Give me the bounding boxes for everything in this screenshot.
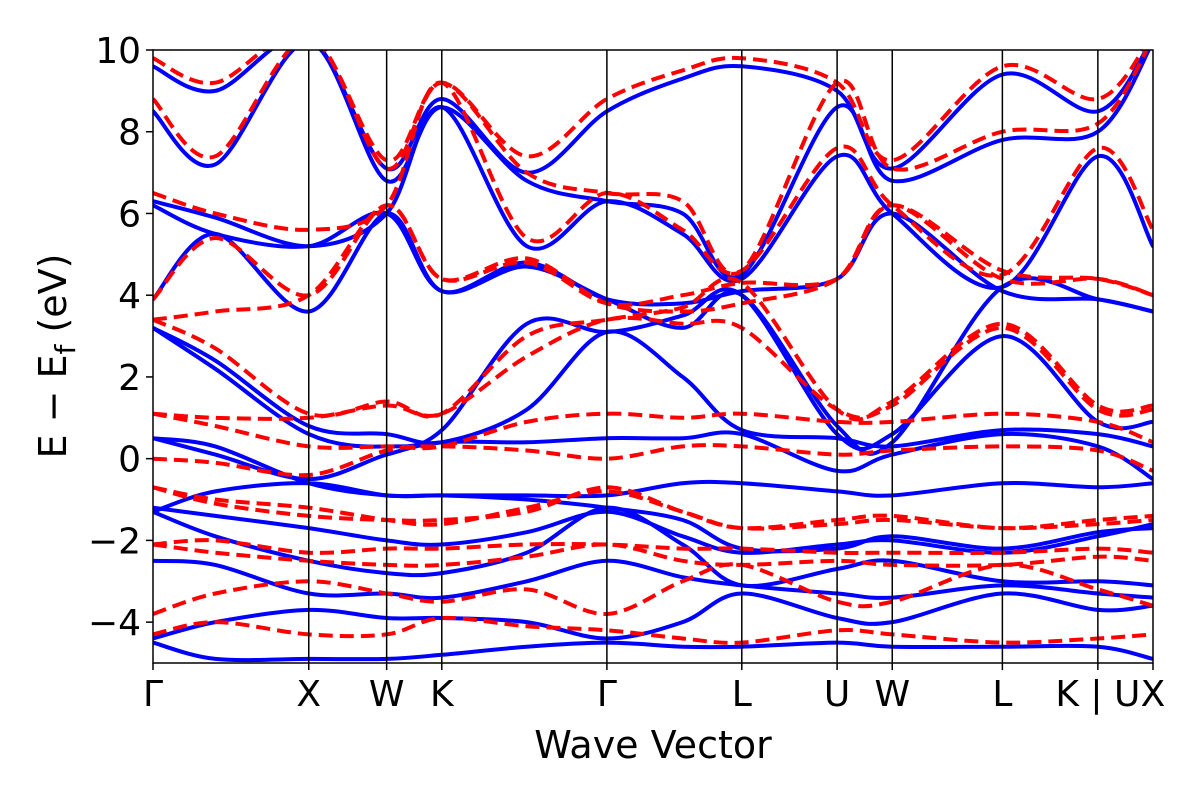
dashed-band-line [153, 615, 1153, 645]
solid-band-line [153, 591, 1153, 641]
y-tick-label: 2 [118, 358, 141, 399]
x-tick-label: U [824, 674, 850, 715]
solid-band-line [153, 211, 1153, 456]
y-axis-ticks: −4 −2 0 2 4 6 8 10 [88, 31, 153, 644]
y-tick-label: 6 [118, 194, 141, 235]
solid-band-line [153, 325, 1153, 449]
y-tick-label: 0 [118, 440, 141, 481]
solid-band-line [153, 640, 1153, 663]
y-axis-title-subscript: f [49, 343, 82, 354]
solid-band-line [153, 203, 1153, 314]
x-tick-label: X [296, 674, 321, 715]
x-tick-label: W [369, 674, 405, 715]
y-tick-label: 4 [118, 276, 141, 317]
x-axis-title: Wave Vector [534, 723, 772, 767]
solid-band-line [153, 505, 1153, 555]
x-tick-label: X [1141, 674, 1166, 715]
x-tick-label: W [874, 674, 910, 715]
dashed-band-line [153, 538, 1153, 555]
y-tick-label: 10 [95, 31, 141, 72]
solid-band-line [153, 430, 1153, 482]
dashed-band-line [153, 411, 1153, 451]
solid-band-line [153, 287, 1153, 452]
y-axis-title-unit: (eV) [31, 254, 75, 345]
dashed-band-line [153, 443, 1153, 478]
plot-frame [152, 49, 1154, 664]
solid-band-line [153, 436, 1153, 499]
x-tick-label: L [992, 674, 1012, 715]
y-axis-title-main: E − E [31, 354, 75, 458]
dashed-band-line [153, 50, 1149, 276]
x-tick-label: K | U [1055, 674, 1140, 715]
y-tick-label: −2 [88, 521, 141, 562]
solid-band-line [153, 558, 1153, 601]
dashed-band-line [153, 203, 1153, 322]
y-axis-title: E − Ef (eV) [31, 254, 82, 459]
x-tick-label: Γ [597, 674, 617, 715]
high-symmetry-lines [308, 50, 1099, 663]
x-tick-label: Γ [143, 674, 163, 715]
dashed-band-line [153, 542, 1153, 568]
dashed-band-line [153, 315, 1153, 421]
y-tick-label: 8 [118, 113, 141, 154]
x-tick-label: L [732, 674, 752, 715]
solid-band-line [153, 50, 1149, 175]
y-tick-label: −4 [88, 603, 141, 644]
dashed-band-line [153, 562, 1153, 617]
dashed-band-line [153, 485, 1153, 531]
x-tick-label: K [430, 674, 455, 715]
